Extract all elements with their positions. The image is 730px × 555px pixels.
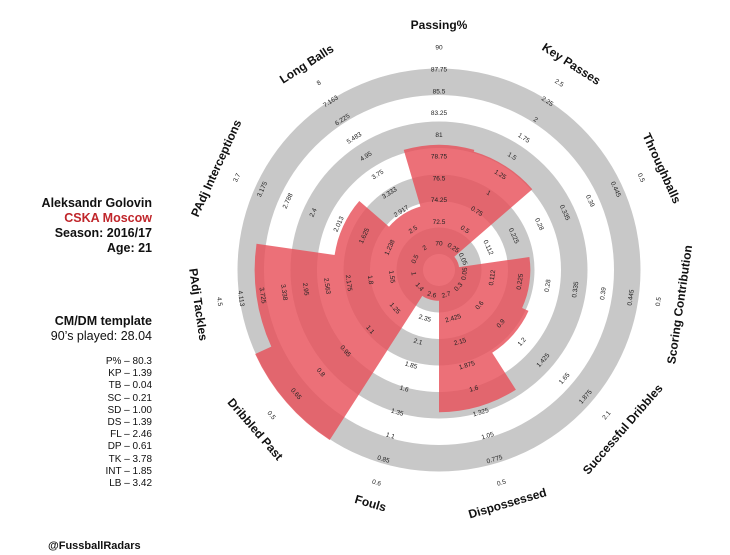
stat-item: TK – 3.78 [108, 453, 152, 465]
stat-item: SC – 0.21 [107, 392, 152, 404]
credit: @FussballRadars [48, 540, 141, 552]
axis-tick-label: 1.55 [387, 270, 396, 284]
axis-tick-label: 2.4 [309, 207, 319, 218]
axis-tick-label: 2.35 [418, 314, 432, 324]
axis-tick-label: 2.1 [413, 338, 424, 347]
axis-tick-label: 90 [435, 45, 443, 52]
axis-tick-label: 2 [532, 116, 539, 124]
stat-item: TB – 0.04 [108, 380, 152, 392]
axis-tick-label: 4.113 [236, 290, 245, 307]
axis-tick-label: 2 [422, 244, 429, 252]
axis-tick-label: 1.1 [364, 324, 375, 336]
season: Season: 2016/17 [54, 226, 152, 240]
axis-tick-label: 0.39 [584, 194, 596, 209]
player-info: Aleksandr Golovin CSKA Moscow Season: 20… [20, 196, 152, 256]
axis-label: Fouls [353, 492, 388, 515]
axis-tick-label: 0.445 [627, 289, 636, 306]
axis-tick-label: 70 [435, 241, 443, 248]
axis-label: Scoring Contribution [664, 244, 695, 365]
minutes-played: 90’s played: 28.04 [50, 329, 152, 343]
axis-tick-label: 1.1 [385, 432, 396, 441]
axis-tick-label: 2.6 [426, 290, 437, 299]
axis-tick-label: 0.9 [496, 318, 507, 330]
stat-item: SD – 1.00 [107, 404, 152, 416]
axis-tick-label: 1.05 [481, 431, 495, 441]
axis-tick-label: 2.95 [301, 282, 310, 296]
axis-tick-label: 1 [409, 271, 416, 276]
axis-tick-label: 2.5 [408, 224, 420, 235]
axis-tick-label: 0.6 [371, 479, 382, 488]
stat-item: P% – 80.3 [105, 356, 152, 367]
axis-tick-label: 0.05 [457, 252, 469, 267]
axis-tick-label: 1.6 [399, 385, 410, 394]
axis-tick-label: 1.4 [414, 281, 425, 293]
axis-tick-label: 0.112 [488, 269, 497, 286]
axis-tick-label: 83.25 [431, 110, 448, 117]
axis-tick-label: 4.5 [215, 297, 223, 307]
axis-tick-label: 0.6 [474, 300, 485, 312]
axis-tick-label: 1.85 [404, 361, 418, 371]
axis-tick-label: 0.335 [571, 281, 580, 298]
stat-item: KP – 1.39 [108, 368, 152, 380]
axis-tick-label: 0.3 [453, 281, 464, 293]
axis-tick-label: 81 [435, 132, 443, 139]
axis-tick-label: 0.8 [315, 367, 326, 379]
axis-tick-label: 2.5 [553, 78, 565, 89]
axis-tick-label: 85.5 [433, 88, 446, 95]
axis-tick-label: 1.325 [472, 407, 490, 418]
axis-tick-label: 1.6 [469, 384, 480, 393]
axis-tick-label: 1.35 [390, 408, 404, 418]
axis-tick-label: 0.5 [265, 410, 276, 422]
axis-label: PAdj Tackles [186, 267, 210, 341]
axis-tick-label: 2.175 [344, 274, 353, 291]
axis-tick-label: 78.75 [431, 154, 448, 161]
axis-tick-label: 2.7 [441, 290, 452, 299]
radar-player-shape [254, 144, 533, 441]
axis-tick-label: 0.28 [544, 279, 553, 293]
axis-tick-label: 3.725 [258, 287, 267, 304]
stat-item: LB – 3.42 [109, 478, 152, 490]
axis-tick-label: 74.25 [431, 197, 448, 204]
axis-tick-label: 8 [316, 79, 323, 87]
axis-tick-label: 1.8 [366, 275, 374, 285]
stats-list: P% – 80.3 KP – 1.39 TB – 0.04 SC – 0.21 … [20, 356, 152, 490]
axis-tick-label: 0.28 [533, 217, 545, 232]
axis-tick-label: 3.7 [232, 172, 242, 183]
axis-tick-label: 0.775 [486, 454, 504, 465]
axis-tick-label: 0.39 [599, 286, 608, 300]
axis-tick-label: 76.5 [433, 175, 446, 182]
axis-tick-label: 1 [485, 189, 492, 197]
template-info: CM/DM template 90’s played: 28.04 [20, 314, 152, 344]
axis-label: Passing% [411, 18, 468, 32]
axis-tick-label: 87.75 [431, 67, 448, 74]
club-name: CSKA Moscow [64, 211, 152, 225]
axis-tick-label: 3.338 [279, 284, 288, 301]
axis-tick-label: 72.5 [433, 219, 446, 226]
axis-tick-label: 1.2 [517, 336, 528, 348]
axis-tick-label: 0.5 [655, 296, 663, 306]
axis-tick-label: 0.5 [410, 253, 420, 264]
axis-tick-label: 1.5 [506, 151, 518, 162]
axis-tick-label: 0.225 [516, 273, 525, 290]
axis-tick-label: 0.5 [459, 225, 471, 236]
stat-item: INT – 1.85 [105, 465, 152, 477]
axis-tick-label: 0.5 [636, 172, 646, 183]
stat-item: FL – 2.46 [110, 429, 152, 441]
axis-tick-label: 0.05 [461, 267, 470, 281]
stat-item: DS – 1.39 [107, 417, 152, 429]
axis-tick-label: 2.1 [601, 410, 612, 422]
axis-tick-label: 1.875 [458, 360, 476, 371]
template-title: CM/DM template [54, 314, 152, 328]
stat-item: DP – 0.61 [107, 441, 152, 453]
player-name: Aleksandr Golovin [41, 196, 152, 210]
axis-tick-label: 0.5 [496, 478, 507, 487]
axis-tick-label: 2.15 [453, 337, 467, 347]
age: Age: 21 [106, 241, 152, 255]
axis-tick-label: 2.563 [322, 278, 331, 295]
axis-tick-label: 2.425 [444, 313, 462, 324]
axis-tick-label: 0.85 [376, 455, 390, 465]
